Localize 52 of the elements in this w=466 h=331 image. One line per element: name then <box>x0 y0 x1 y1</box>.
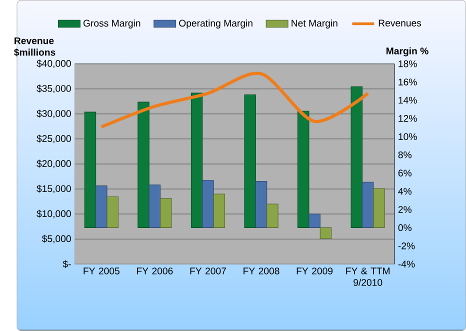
y-tick-label: $10,000 <box>36 210 71 218</box>
bar <box>84 112 96 228</box>
y2-tick-label: 16% <box>398 78 417 86</box>
bar <box>362 182 374 228</box>
bar <box>190 92 203 228</box>
y2-tick-label: 6% <box>398 170 412 177</box>
y2-tick-label: 14% <box>398 96 417 104</box>
y2-tick-label: -2% <box>398 242 415 250</box>
bar <box>350 86 363 228</box>
y-tick-label: $25,000 <box>36 134 71 144</box>
bar <box>308 214 320 228</box>
x-tick-label: FY & TTM 9/2010 <box>346 268 390 286</box>
y2-tick-label: -4% <box>398 260 415 268</box>
y-tick-label: $15,000 <box>36 184 71 194</box>
x-tick-label: FY 2009 <box>296 268 333 274</box>
y2-tick-label: 8% <box>398 152 412 158</box>
bar <box>160 198 172 228</box>
bar <box>266 204 278 228</box>
legend-label: Net Margin <box>292 20 338 29</box>
bar <box>320 228 332 239</box>
y-tick-label: $20,000 <box>36 160 71 168</box>
legend-label: Gross Margin <box>83 20 140 29</box>
x-tick-label: FY 2005 <box>84 268 120 274</box>
bar <box>373 188 385 228</box>
y2-axis-title: Margin % <box>386 47 428 56</box>
y-tick-label: $35,000 <box>36 84 71 94</box>
bar <box>106 196 118 228</box>
legend-label: Revenues <box>378 20 422 27</box>
y-tick-label: $- <box>62 260 71 268</box>
y-tick-label: $40,000 <box>36 60 71 68</box>
y-tick-label: $30,000 <box>36 110 71 118</box>
bar <box>202 180 214 228</box>
y-tick-label: $5,000 <box>42 234 71 244</box>
y-axis-title: Revenue $millions <box>14 38 56 56</box>
bar <box>244 94 256 228</box>
y2-tick-label: 2% <box>398 206 412 213</box>
legend-label: Operating Margin <box>179 20 252 29</box>
y2-tick-label: 0% <box>398 224 412 232</box>
bar <box>138 102 150 228</box>
bar <box>213 194 226 228</box>
line-series <box>100 72 370 129</box>
y2-tick-label: 10% <box>398 133 417 140</box>
bar <box>96 186 108 228</box>
x-tick-label: FY 2008 <box>244 268 280 274</box>
x-tick-label: FY 2006 <box>137 268 173 274</box>
x-tick-label: FY 2007 <box>190 268 226 274</box>
y2-tick-label: 12% <box>398 115 417 122</box>
y2-tick-label: 4% <box>398 188 412 195</box>
y2-tick-label: 18% <box>398 60 417 68</box>
bar <box>255 181 268 228</box>
bar <box>298 110 310 228</box>
bar <box>148 184 161 228</box>
